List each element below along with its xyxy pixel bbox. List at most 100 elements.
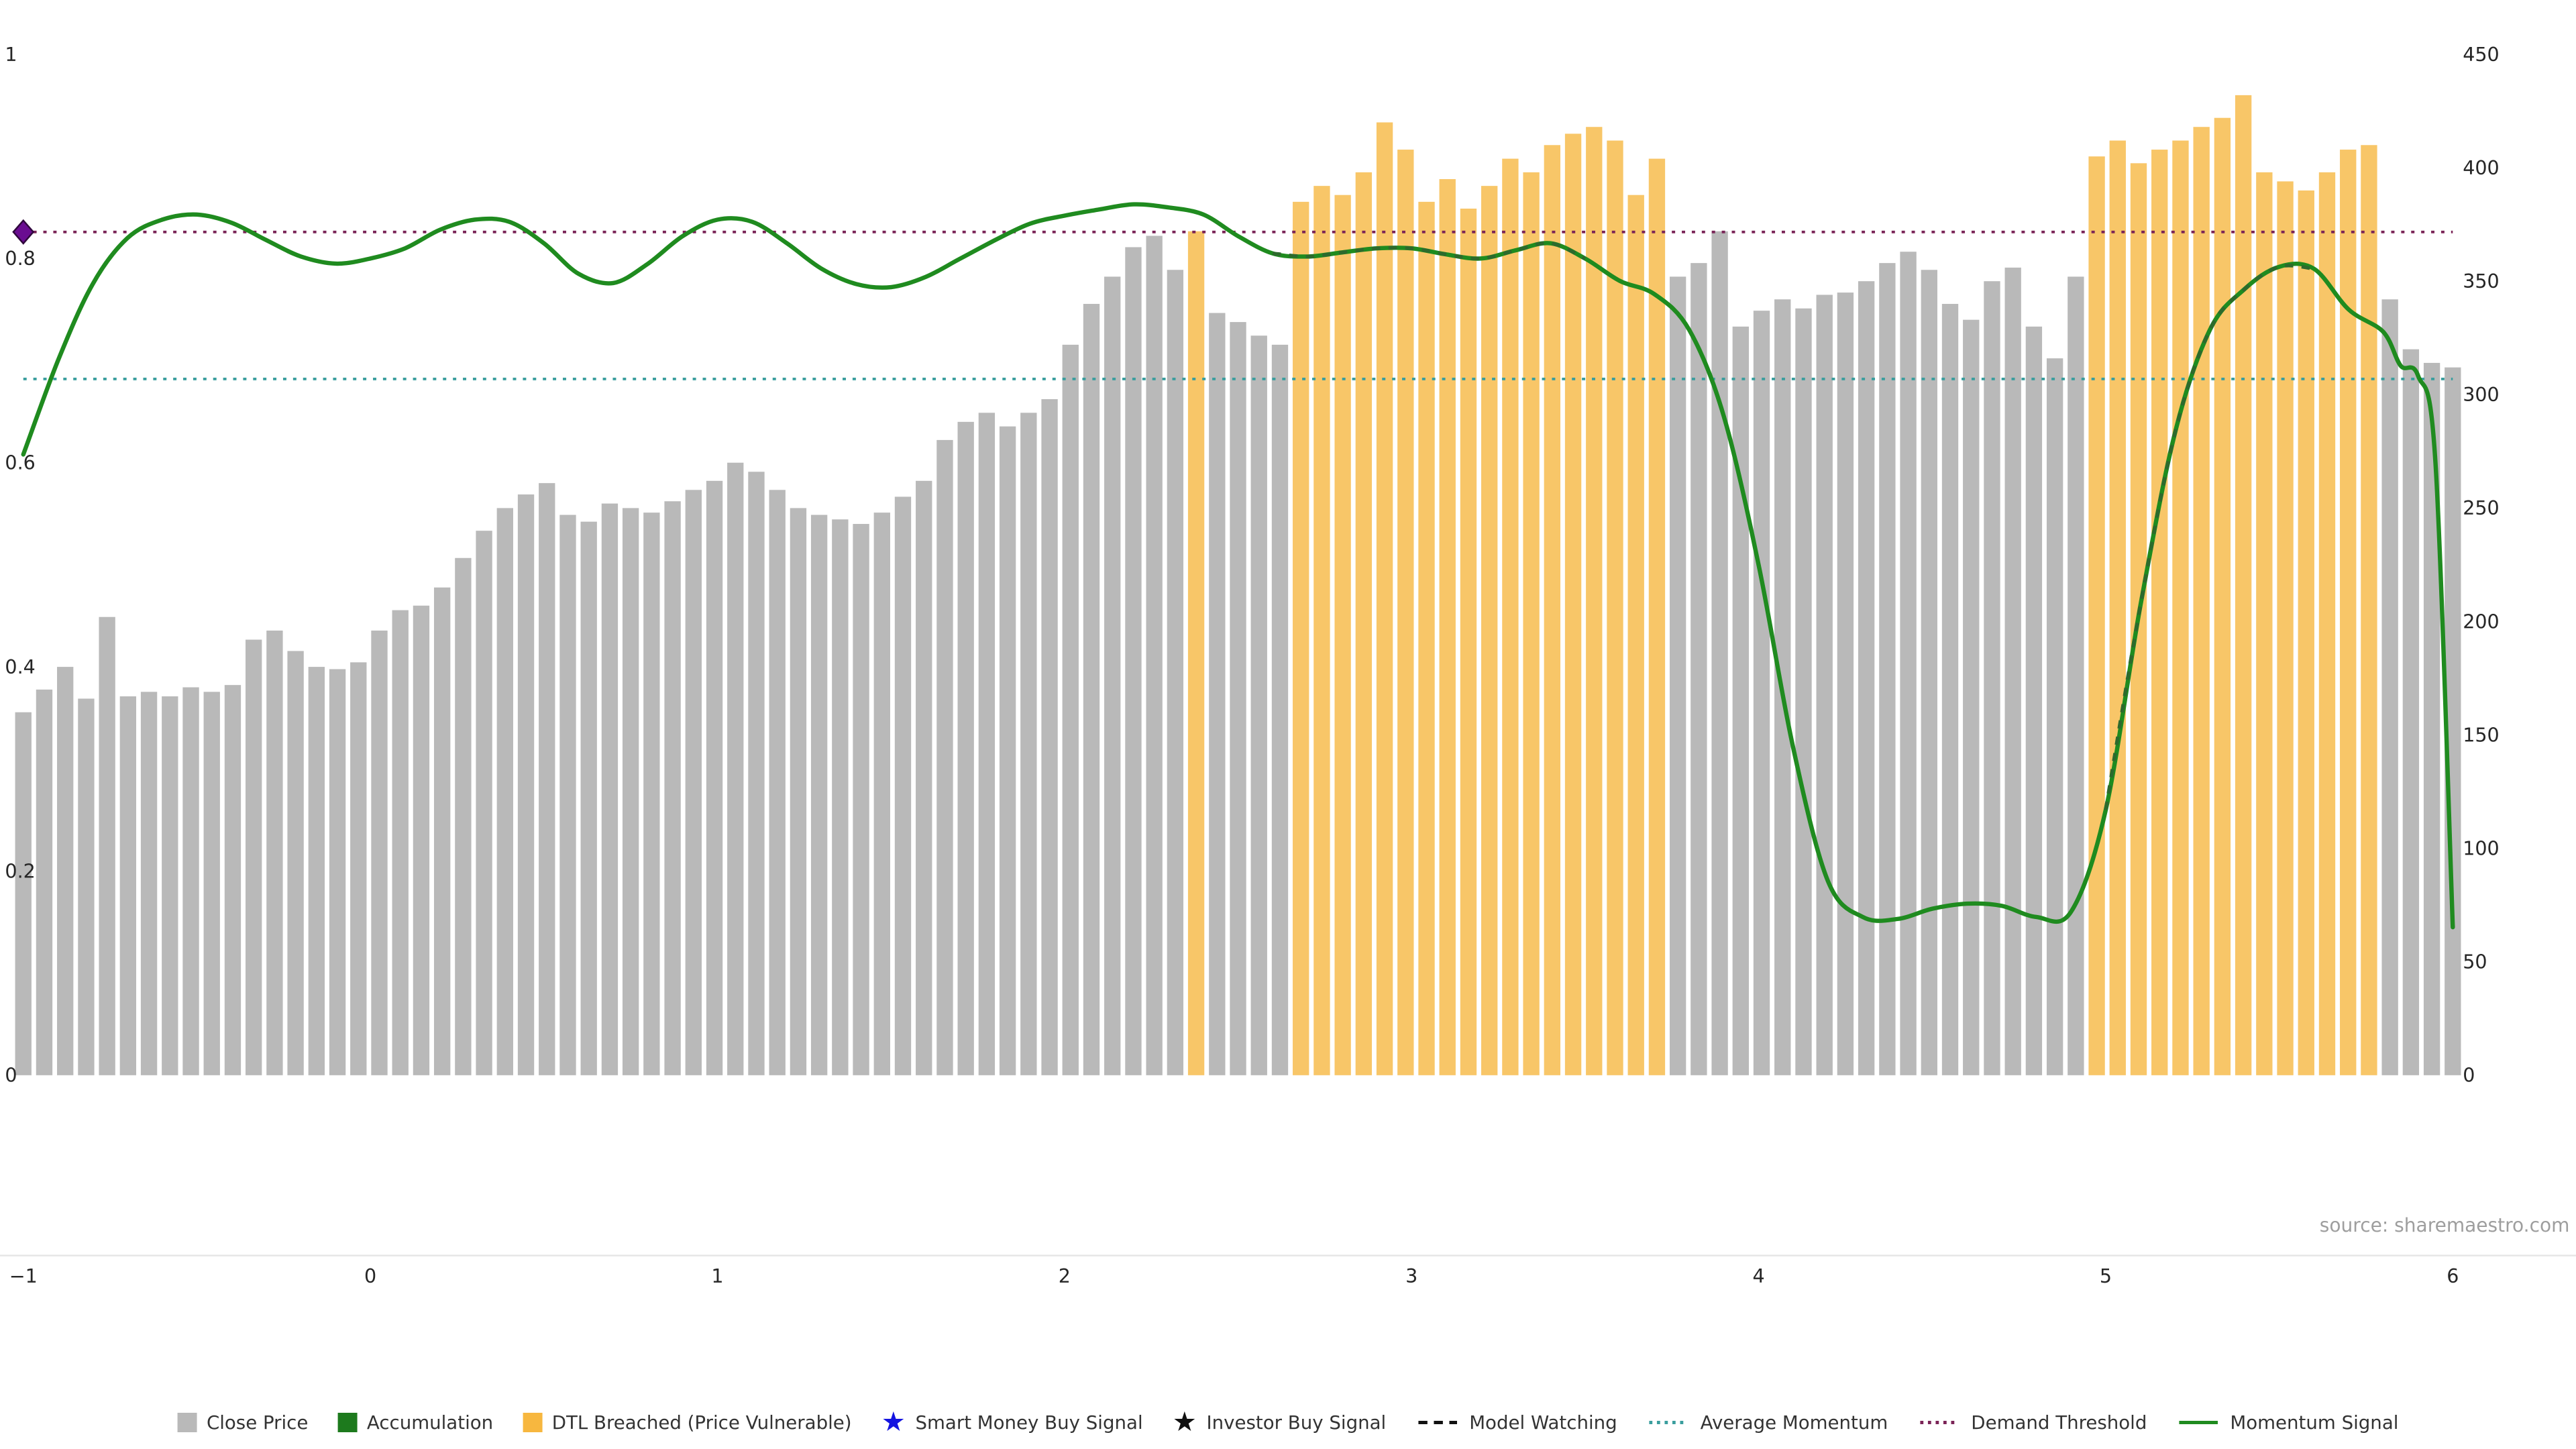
price-bar [873, 513, 890, 1075]
price-bar [57, 667, 74, 1075]
legend-label: Close Price [206, 1411, 309, 1434]
price-bar [1921, 270, 1937, 1075]
price-bar [1816, 294, 1833, 1075]
price-bar-dtl-breached [2193, 127, 2210, 1075]
x-axis-tick: 2 [1059, 1265, 1071, 1287]
left-axis-tick: 0.4 [5, 656, 35, 678]
price-bar [1753, 311, 1770, 1075]
legend-label: Average Momentum [1700, 1411, 1888, 1434]
price-bar [329, 669, 346, 1075]
price-bar [894, 496, 912, 1075]
price-bar [1230, 322, 1246, 1075]
x-axis-tick: −1 [9, 1265, 38, 1287]
price-bar [287, 651, 304, 1075]
price-bar [1900, 252, 1917, 1075]
price-bar [1041, 399, 1058, 1075]
price-bar [266, 630, 283, 1075]
price-bar-dtl-breached [1460, 208, 1477, 1075]
price-bar [936, 439, 953, 1075]
x-axis-tick: 1 [711, 1265, 723, 1287]
price-bar [517, 494, 535, 1075]
legend-label: Model Watching [1469, 1411, 1617, 1434]
price-bar [308, 667, 325, 1075]
right-axis-tick: 100 [2463, 838, 2499, 860]
legend-item-momentum-signal[interactable]: Momentum Signal [2177, 1411, 2399, 1434]
price-bar [1167, 270, 1184, 1075]
price-bar [1125, 247, 1142, 1075]
legend-item-investor-buy-signal[interactable]: ★ Investor Buy Signal [1173, 1408, 1386, 1436]
price-bar [1795, 308, 1812, 1075]
price-bar [622, 508, 639, 1075]
legend-item-model-watching[interactable]: Model Watching [1415, 1411, 1617, 1434]
price-bar [224, 685, 241, 1075]
price-bar [978, 413, 996, 1075]
price-bar-dtl-breached [2361, 145, 2377, 1075]
price-bar-dtl-breached [2151, 150, 2168, 1075]
x-axis-tick: 6 [2447, 1265, 2459, 1287]
price-bar-dtl-breached [1586, 127, 1603, 1075]
price-bar [559, 515, 576, 1075]
left-axis-tick: 1 [5, 44, 17, 66]
price-bar-dtl-breached [2256, 172, 2273, 1075]
left-axis-tick: 0.6 [5, 452, 35, 474]
legend-item-dtl-breached-price-vulnerable[interactable]: DTL Breached (Price Vulnerable) [523, 1411, 852, 1434]
x-axis-tick: 3 [1405, 1265, 1417, 1287]
left-axis-tick: 0.2 [5, 860, 35, 882]
model-watching-segment-0 [1272, 241, 1587, 261]
price-bar [2004, 267, 2021, 1075]
price-bar [433, 587, 451, 1075]
price-bar-dtl-breached [1607, 140, 1623, 1075]
price-bar [496, 508, 513, 1075]
price-bar [748, 472, 765, 1075]
price-bar [2381, 299, 2398, 1075]
price-bar-dtl-breached [2318, 172, 2336, 1075]
price-bar-dtl-breached [1439, 179, 1456, 1075]
x-axis-tick: 5 [2100, 1265, 2112, 1287]
smart-money-buy-signal-star-icon: ★ [881, 1406, 906, 1438]
price-bar-dtl-breached [1293, 201, 1309, 1075]
model-watching-segment-1 [2104, 264, 2314, 810]
price-bar [643, 513, 660, 1075]
price-bar [350, 662, 367, 1075]
price-bar [999, 426, 1016, 1075]
price-bar [957, 421, 974, 1075]
legend-item-average-momentum[interactable]: Average Momentum [1647, 1411, 1888, 1434]
price-bar [476, 531, 492, 1075]
price-bar [853, 524, 869, 1075]
legend-item-close-price[interactable]: Close Price [177, 1411, 309, 1434]
price-bar-dtl-breached [1627, 195, 1644, 1075]
price-bar [1250, 335, 1267, 1075]
dtl-breached-price-vulnerable-swatch-icon [523, 1412, 543, 1432]
model-watching-line-icon [1418, 1420, 1457, 1424]
price-bar-dtl-breached [1502, 158, 1519, 1075]
price-bar [539, 483, 555, 1075]
accumulation-swatch-icon [337, 1412, 358, 1432]
price-bar-dtl-breached [1564, 133, 1582, 1075]
legend-item-accumulation[interactable]: Accumulation [337, 1411, 493, 1434]
price-bar [664, 501, 681, 1075]
price-bar [810, 515, 828, 1075]
legend-label: Demand Threshold [1971, 1411, 2147, 1434]
price-bar [2025, 326, 2043, 1075]
price-bar-dtl-breached [1313, 186, 1330, 1075]
right-axis-tick: 50 [2463, 951, 2487, 973]
price-bar [1669, 276, 1686, 1075]
price-bar [203, 692, 220, 1075]
price-bar [182, 687, 199, 1075]
x-axis-tick: 0 [364, 1265, 376, 1287]
legend-item-smart-money-buy-signal[interactable]: ★ Smart Money Buy Signal [881, 1406, 1143, 1438]
price-bar [1271, 344, 1289, 1075]
legend-item-demand-threshold[interactable]: Demand Threshold [1917, 1411, 2147, 1434]
legend-label: Momentum Signal [2230, 1411, 2399, 1434]
price-bar [162, 696, 178, 1075]
right-axis-tick: 250 [2463, 497, 2499, 519]
price-bar-dtl-breached [2109, 140, 2126, 1075]
price-bar [916, 480, 932, 1075]
price-bar-dtl-breached [2172, 140, 2189, 1075]
price-bar [1146, 235, 1163, 1075]
price-bar-dtl-breached [1523, 172, 1540, 1075]
price-bar [1963, 319, 1980, 1075]
price-bar [1104, 276, 1121, 1075]
